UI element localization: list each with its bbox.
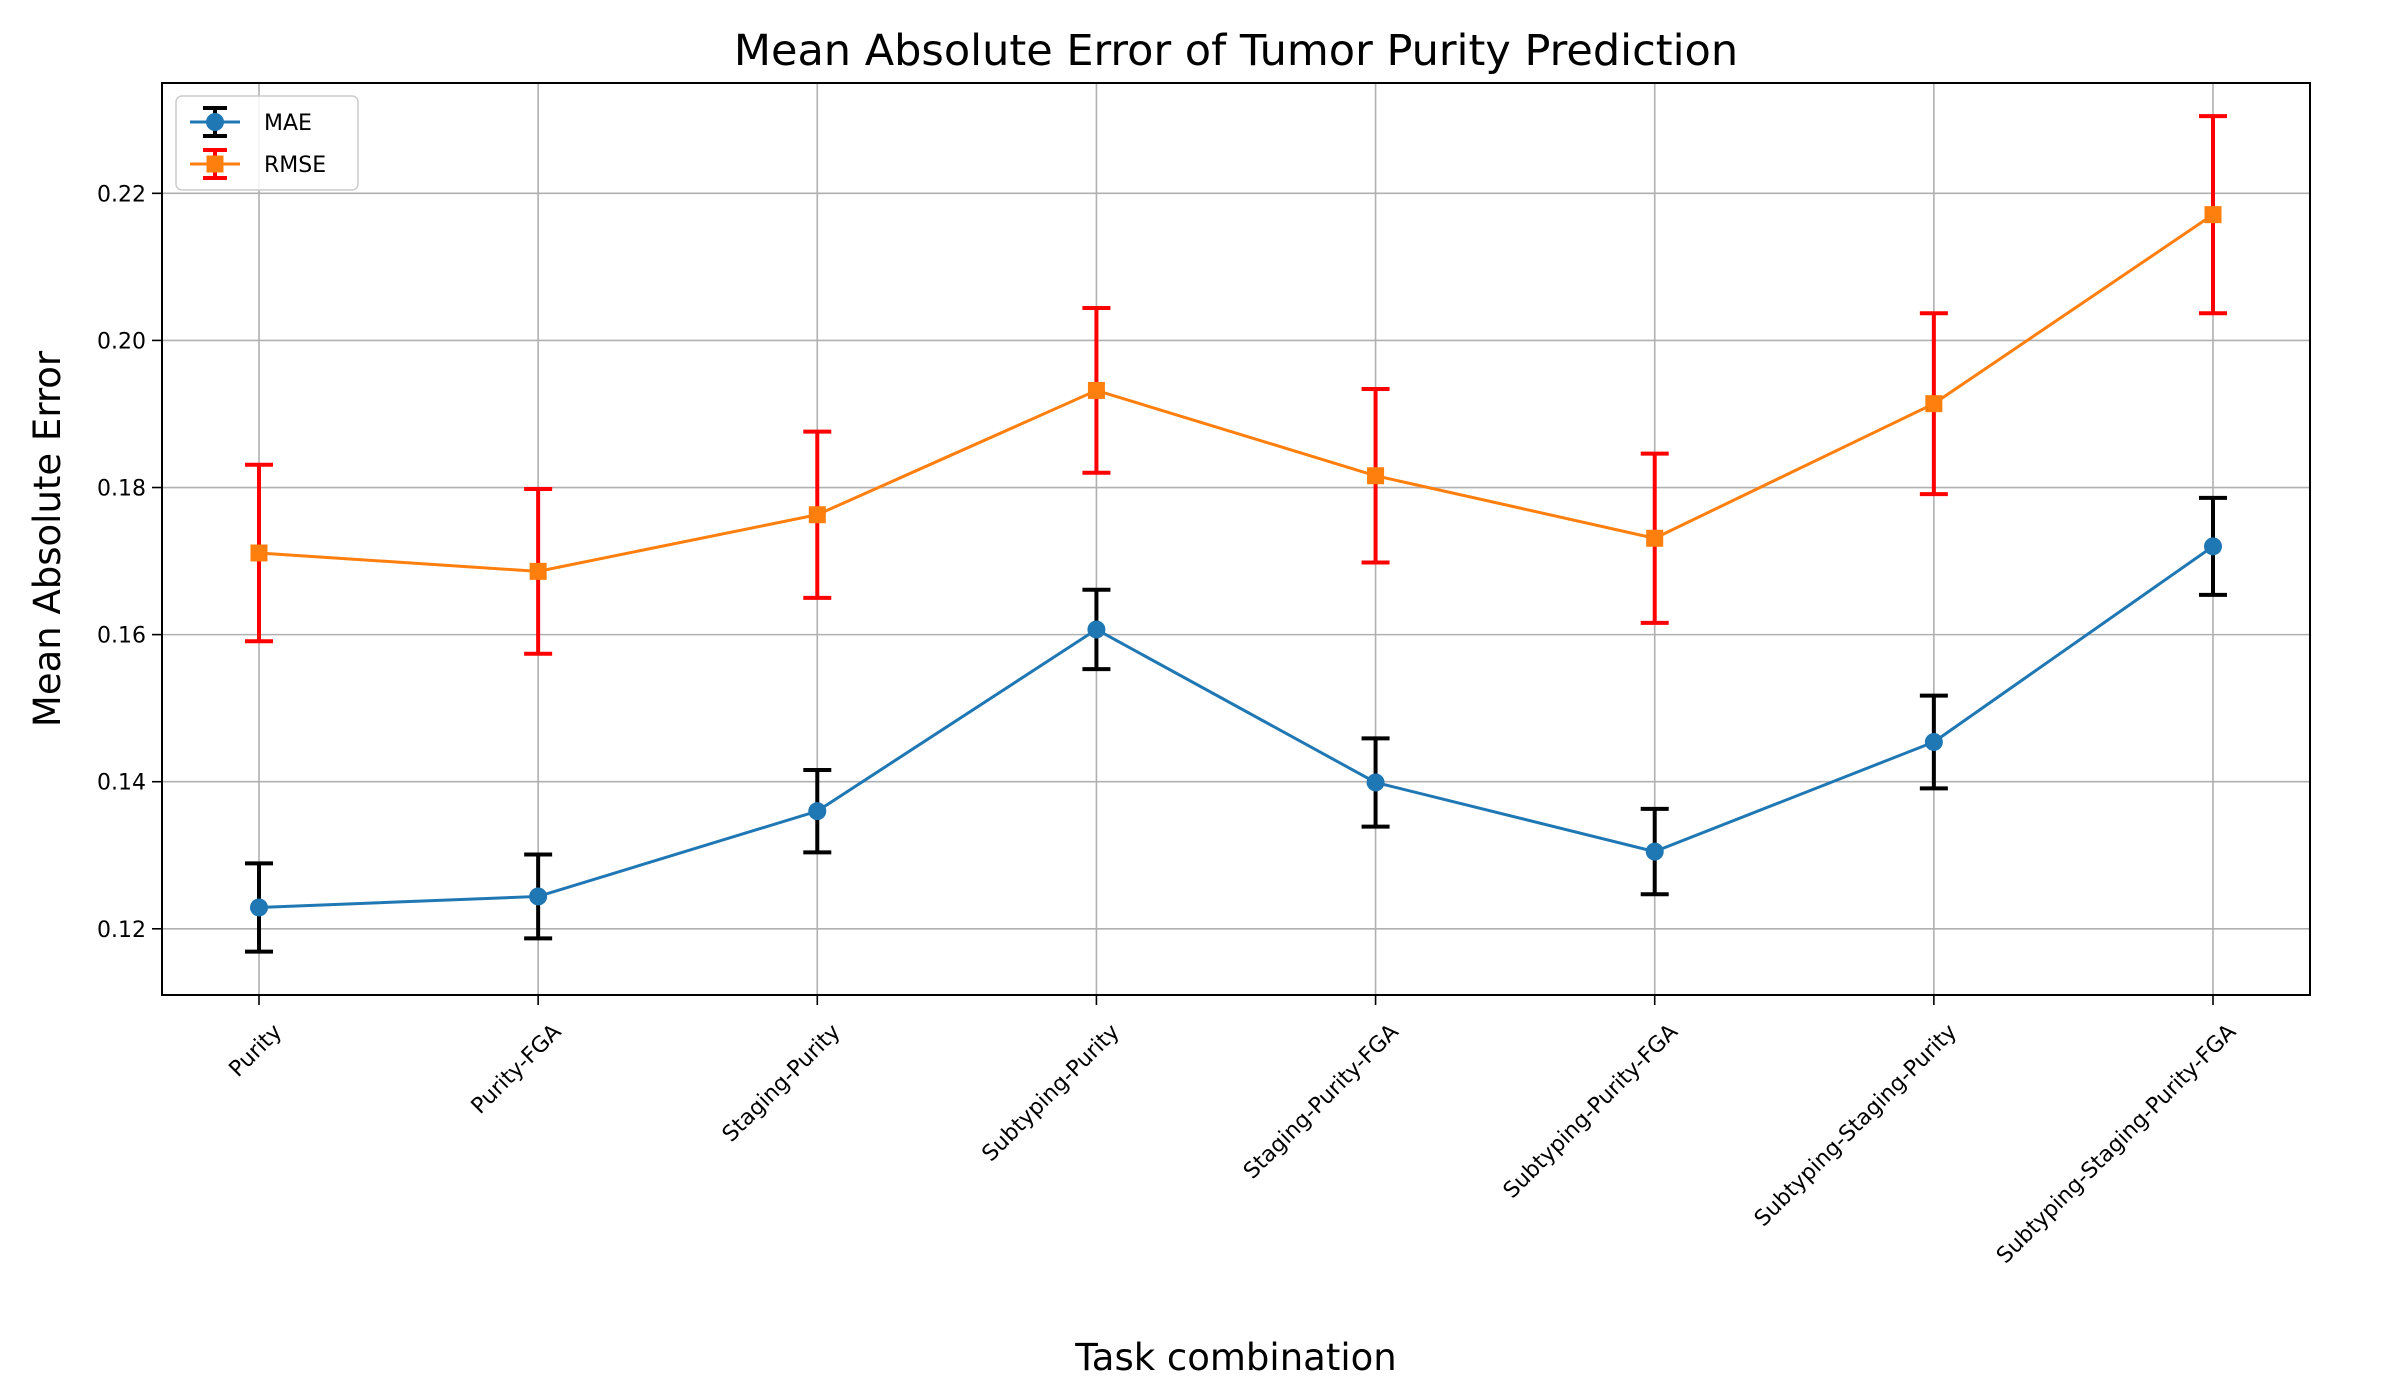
series-rmse [245, 114, 2227, 656]
x-tick-label: Subtyping-Staging-Purity-FGA [1992, 1020, 2241, 1269]
x-tick-label: Purity-FGA [467, 1020, 567, 1120]
y-tick-label: 0.22 [97, 182, 146, 207]
data-point [2204, 206, 2222, 224]
data-point [808, 506, 826, 524]
grid [162, 83, 2310, 995]
x-tick-label: Purity [225, 1020, 288, 1083]
plot-frame [161, 82, 2311, 996]
legend-marker [206, 113, 224, 131]
data-point [1087, 381, 1105, 399]
legend: MAE RMSE [175, 95, 359, 191]
legend-item-rmse: RMSE [190, 148, 326, 180]
series-line [258, 545, 2214, 909]
y-tick-label: 0.20 [97, 329, 146, 354]
data-point [1366, 773, 1385, 792]
x-tick-label: Subtyping-Purity [978, 1020, 1125, 1167]
data-point [808, 802, 827, 821]
data-point [1646, 529, 1664, 547]
data-point [1367, 467, 1385, 485]
x-tick-label: Subtyping-Staging-Purity [1750, 1020, 1962, 1232]
data-point [529, 887, 548, 906]
x-tick-label: Subtyping-Purity-FGA [1499, 1020, 1683, 1204]
data-point [529, 562, 547, 580]
series-layer [245, 114, 2227, 954]
series-line [258, 213, 2214, 573]
legend-label: RMSE [264, 153, 326, 178]
legend-label: MAE [264, 111, 312, 136]
y-tick-label: 0.14 [97, 771, 146, 796]
y-tick-label: 0.18 [97, 477, 146, 502]
y-axis-title: Mean Absolute Error [26, 350, 69, 727]
x-tick-label: Staging-Purity [718, 1020, 846, 1148]
chart-title: Mean Absolute Error of Tumor Purity Pred… [734, 26, 1738, 76]
data-point [1925, 395, 1943, 413]
x-tick-label: Staging-Purity-FGA [1239, 1020, 1404, 1185]
data-point [1924, 732, 1943, 751]
y-tick-label: 0.12 [97, 918, 146, 943]
y-tick-label: 0.16 [97, 624, 146, 649]
y-axis-ticks: 0.12 0.14 0.16 0.18 0.20 0.22 [97, 182, 162, 943]
data-point [1087, 620, 1106, 639]
data-point [2204, 537, 2222, 556]
legend-marker [206, 155, 224, 173]
x-axis-ticks: Purity Purity-FGA Staging-Purity Subtyping-… [225, 995, 2241, 1269]
legend-item-mae: MAE [190, 106, 312, 138]
data-point [250, 898, 268, 917]
data-point [1645, 842, 1664, 861]
series-mae [245, 495, 2227, 954]
x-axis-title: Task combination [1074, 1336, 1396, 1379]
data-point [250, 544, 268, 562]
